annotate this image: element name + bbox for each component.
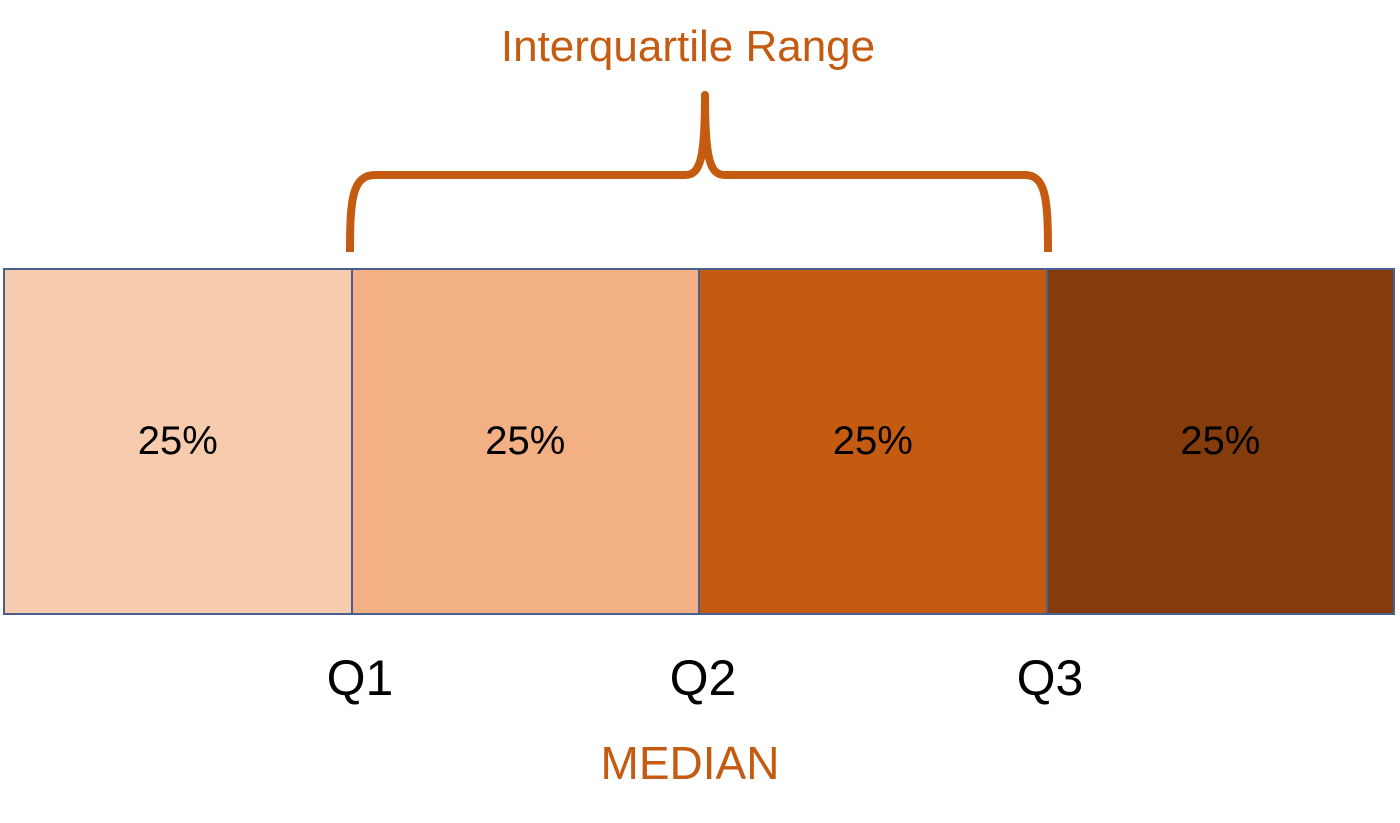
q1-label: Q1 xyxy=(326,650,394,706)
median-label: MEDIAN xyxy=(600,737,780,789)
q3-label: Q3 xyxy=(1016,650,1084,706)
brace-path xyxy=(346,91,1052,253)
segment-label: 25% xyxy=(137,419,218,463)
segment-label: 25% xyxy=(1180,419,1261,463)
interquartile-range-title: Interquartile Range xyxy=(500,22,876,71)
segment-first-quartile: 25% xyxy=(5,270,351,613)
q2-label: Q2 xyxy=(669,650,737,706)
segment-label: 25% xyxy=(832,419,913,463)
segment-second-quartile: 25% xyxy=(350,270,698,613)
segment-label: 25% xyxy=(485,419,566,463)
quartile-bar: 25% 25% 25% 25% xyxy=(3,268,1395,615)
segment-fourth-quartile: 25% xyxy=(1045,270,1393,613)
segment-third-quartile: 25% xyxy=(698,270,1046,613)
